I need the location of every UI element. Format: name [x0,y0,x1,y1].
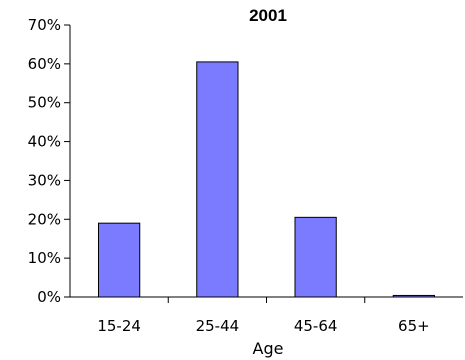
bar-25-44 [196,61,239,298]
y-tick-label: 40% [28,133,61,151]
x-axis-title: Age [253,339,284,358]
y-tick-label: 0% [37,288,61,306]
bar-45-64 [294,216,337,298]
x-tick-label: 65+ [398,317,430,335]
bar-15-24 [97,222,141,298]
y-axis-ticks: 0% 10% 20% 30% 40% 50% 60% 70% [28,16,70,306]
y-tick-label: 30% [28,171,61,189]
y-tick-label: 60% [28,55,61,73]
y-tick-label: 50% [28,94,61,112]
y-tick-label: 20% [28,210,61,228]
bars [97,61,436,298]
x-axis-labels: 15-24 25-44 45-64 65+ [97,317,429,335]
x-tick-label: 45-64 [294,317,338,335]
y-tick-label: 70% [28,16,61,34]
chart-title: 2001 [249,6,287,25]
x-tick-label: 15-24 [97,317,141,335]
x-tick-label: 25-44 [196,317,240,335]
x-axis-ticks [167,297,366,303]
y-tick-label: 10% [28,249,61,267]
